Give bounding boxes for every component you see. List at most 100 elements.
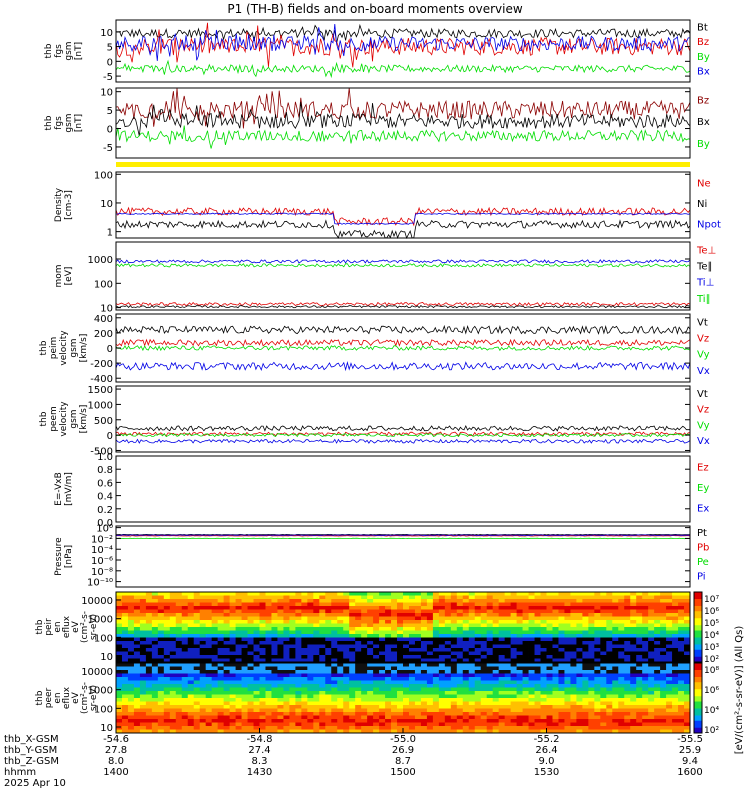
- spectro-cell: [444, 655, 452, 659]
- spectro-cell: [486, 694, 494, 699]
- legend-Pe: Pe: [697, 557, 709, 568]
- spectro-cell: [163, 630, 171, 635]
- spectro-cell: [666, 729, 673, 734]
- colorbar-cell: [694, 720, 702, 723]
- spectro-cell: [325, 609, 332, 614]
- spectro-cell: [444, 726, 452, 730]
- spectro-cell: [223, 623, 231, 628]
- spectro-cell: [486, 627, 494, 631]
- spectro-cell: [235, 663, 242, 667]
- spectro-cell: [552, 655, 559, 659]
- spectro-cell: [504, 641, 512, 645]
- y-tick-label: 10⁻⁸: [91, 567, 113, 578]
- spectro-cell: [193, 680, 201, 685]
- spectro-cell: [678, 595, 685, 600]
- spectro-cell: [450, 599, 458, 603]
- spectro-cell: [181, 602, 189, 607]
- spectro-cell: [540, 673, 547, 678]
- spectro-cell: [391, 712, 398, 716]
- spectro-cell: [385, 599, 392, 603]
- spectro-cell: [187, 666, 195, 671]
- spectro-cell: [450, 719, 458, 723]
- spectro-cell: [558, 701, 565, 706]
- spectro-cell: [444, 641, 452, 645]
- spectro-cell: [319, 698, 326, 702]
- spectro-cell: [606, 592, 613, 596]
- spectro-cell: [558, 680, 565, 685]
- spectro-cell: [385, 630, 392, 635]
- spectro-cell: [624, 719, 631, 723]
- spectro-cell: [151, 705, 159, 709]
- spectro-cell: [618, 644, 625, 649]
- spectro-cell: [385, 655, 392, 659]
- spectro-cell: [349, 677, 356, 681]
- spectro-cell: [397, 641, 404, 645]
- spectro-cell: [570, 691, 577, 695]
- spectro-cell: [618, 602, 625, 607]
- spectro-cell: [648, 715, 655, 720]
- spectro-cell: [271, 670, 278, 674]
- spectro-cell: [516, 634, 523, 638]
- spectro-cell: [648, 602, 655, 607]
- spectro-cell: [187, 658, 195, 663]
- spectro-cell: [331, 648, 338, 652]
- spectro-cell: [301, 620, 308, 624]
- spectro-cell: [630, 663, 637, 667]
- spectro-cell: [391, 708, 398, 713]
- spectro-cell: [241, 698, 248, 702]
- spectro-cell: [343, 694, 350, 699]
- spectro-cell: [283, 691, 290, 695]
- spectro-cell: [480, 691, 488, 695]
- spectro-cell: [331, 680, 338, 685]
- spectro-cell: [510, 592, 518, 596]
- spectro-cell: [420, 592, 428, 596]
- y-axis-label: eflux: [62, 615, 72, 638]
- spectro-cell: [678, 592, 685, 596]
- spectro-cell: [199, 623, 207, 628]
- spectro-cell: [486, 715, 494, 720]
- spectro-cell: [654, 673, 661, 678]
- spectro-cell: [301, 680, 308, 685]
- spectro-cell: [540, 705, 547, 709]
- spectro-cell: [630, 606, 637, 610]
- spectro-cell: [486, 637, 494, 642]
- spectro-cell: [558, 694, 565, 699]
- spectro-cell: [648, 644, 655, 649]
- spectro-cell: [199, 694, 207, 699]
- spectro-cell: [492, 684, 500, 688]
- spectro-cell: [420, 712, 428, 716]
- spectro-cell: [205, 701, 213, 706]
- spectro-cell: [373, 655, 380, 659]
- spectro-cell: [510, 630, 518, 635]
- spectro-cell: [570, 712, 577, 716]
- spectro-cell: [205, 592, 213, 596]
- y-axis-label: sr-eV): [89, 685, 99, 711]
- spectro-cell: [199, 595, 207, 600]
- spectro-cell: [516, 715, 523, 720]
- spectro-cell: [570, 613, 577, 617]
- spectro-cell: [540, 729, 547, 734]
- spectro-cell: [510, 613, 518, 617]
- spectro-cell: [642, 666, 649, 671]
- spectro-cell: [235, 694, 242, 699]
- y-axis-label: (cm²-s-: [80, 611, 90, 643]
- spectro-cell: [672, 627, 679, 631]
- spectro-cell: [456, 722, 464, 727]
- spectro-cell: [397, 655, 404, 659]
- spectro-cell: [116, 637, 123, 642]
- spectro-cell: [540, 592, 547, 596]
- spectro-cell: [199, 609, 207, 614]
- spectro-cell: [211, 599, 219, 603]
- spectro-cell: [492, 637, 500, 642]
- spectro-cell: [193, 595, 201, 600]
- spectro-cell: [139, 613, 147, 617]
- series-line-Ti∥: [115, 263, 691, 268]
- colorbar-cell: [694, 595, 702, 598]
- spectro-cell: [343, 666, 350, 671]
- spectro-cell: [193, 623, 201, 628]
- spectro-cell: [450, 627, 458, 631]
- colorbar-cell: [694, 642, 702, 645]
- spectro-cell: [247, 722, 254, 727]
- spectro-cell: [169, 705, 177, 709]
- spectro-cell: [672, 630, 679, 635]
